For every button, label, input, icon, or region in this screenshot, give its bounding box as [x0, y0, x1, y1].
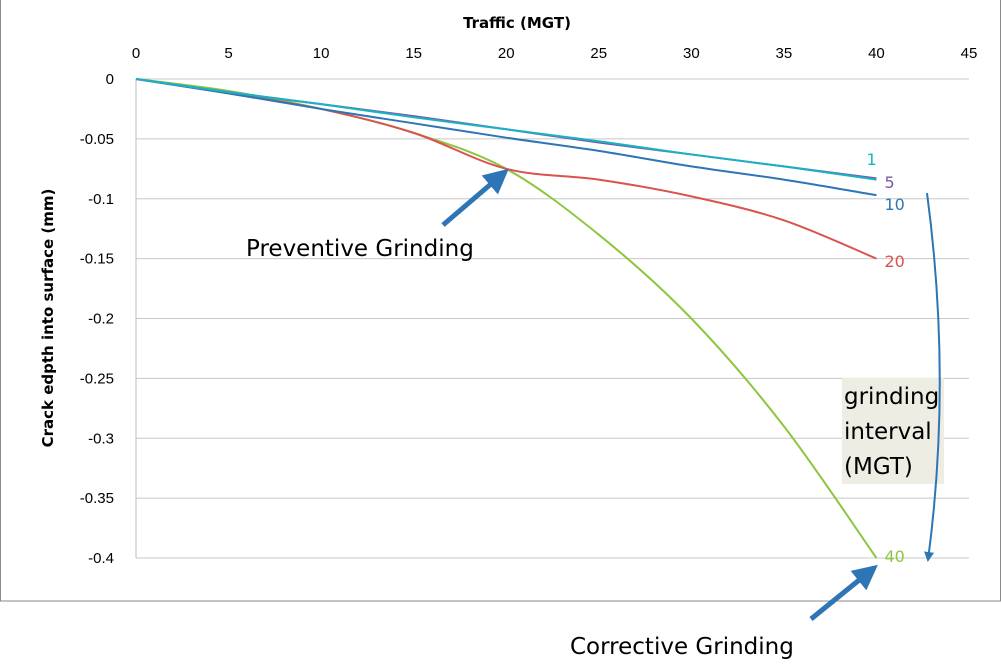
series-label-5: 5 [884, 173, 894, 192]
series-line-10 [135, 78, 877, 197]
y-tick-label: -0.35 [80, 490, 114, 507]
series-line-20 [135, 78, 877, 260]
gridlines [135, 78, 969, 559]
y-tick-label: -0.3 [88, 430, 114, 447]
series-label-20: 20 [884, 252, 904, 271]
series-label-1: 1 [866, 150, 876, 169]
plot-frame [0, 0, 1001, 602]
x-tick-labels: 0 5 10 15 20 25 30 35 40 45 [132, 45, 978, 62]
series-labels: 15 10 20 40 [866, 150, 904, 566]
y-tick-labels: 0 -0.05 -0.1 -0.15 -0.2 -0.25 -0.3 -0.35 -0.4 [80, 71, 114, 567]
x-axis-title: Traffic (MGT) [463, 14, 571, 32]
y-tick-label: -0.2 [88, 311, 114, 328]
series-lines [135, 78, 878, 559]
x-tick-label: 20 [498, 45, 515, 62]
series-label-10: 10 [884, 195, 904, 214]
interval-box-line-1: grinding [844, 384, 939, 410]
x-tick-label: 40 [868, 45, 885, 62]
y-tick-label: -0.4 [88, 550, 114, 567]
x-tick-label: 35 [776, 45, 793, 62]
interval-box-line-2: interval [844, 419, 932, 445]
series-label-40: 40 [884, 547, 904, 566]
x-tick-label: 45 [961, 45, 978, 62]
y-tick-label: 0 [106, 71, 114, 88]
y-axis-title: Crack edpth into surface (mm) [39, 189, 57, 448]
series-line-1 [135, 78, 877, 181]
x-tick-label: 10 [313, 45, 330, 62]
x-tick-label: 30 [683, 45, 700, 62]
preventive-grinding-label: Preventive Grinding [246, 236, 474, 262]
x-tick-label: 15 [405, 45, 422, 62]
y-tick-label: -0.1 [88, 191, 114, 208]
interval-box-line-3: (MGT) [844, 454, 913, 480]
interval-bracket-arrow [924, 192, 941, 562]
preventive-arrow [441, 168, 509, 227]
corrective-arrow [809, 564, 878, 621]
x-tick-label: 0 [132, 45, 140, 62]
y-tick-label: -0.05 [80, 131, 114, 148]
x-tick-label: 5 [224, 45, 232, 62]
interval-box [842, 378, 944, 484]
y-tick-label: -0.25 [80, 370, 114, 387]
x-tick-label: 25 [590, 45, 607, 62]
corrective-grinding-label: Corrective Grinding [570, 634, 794, 660]
y-tick-label: -0.15 [80, 251, 114, 268]
